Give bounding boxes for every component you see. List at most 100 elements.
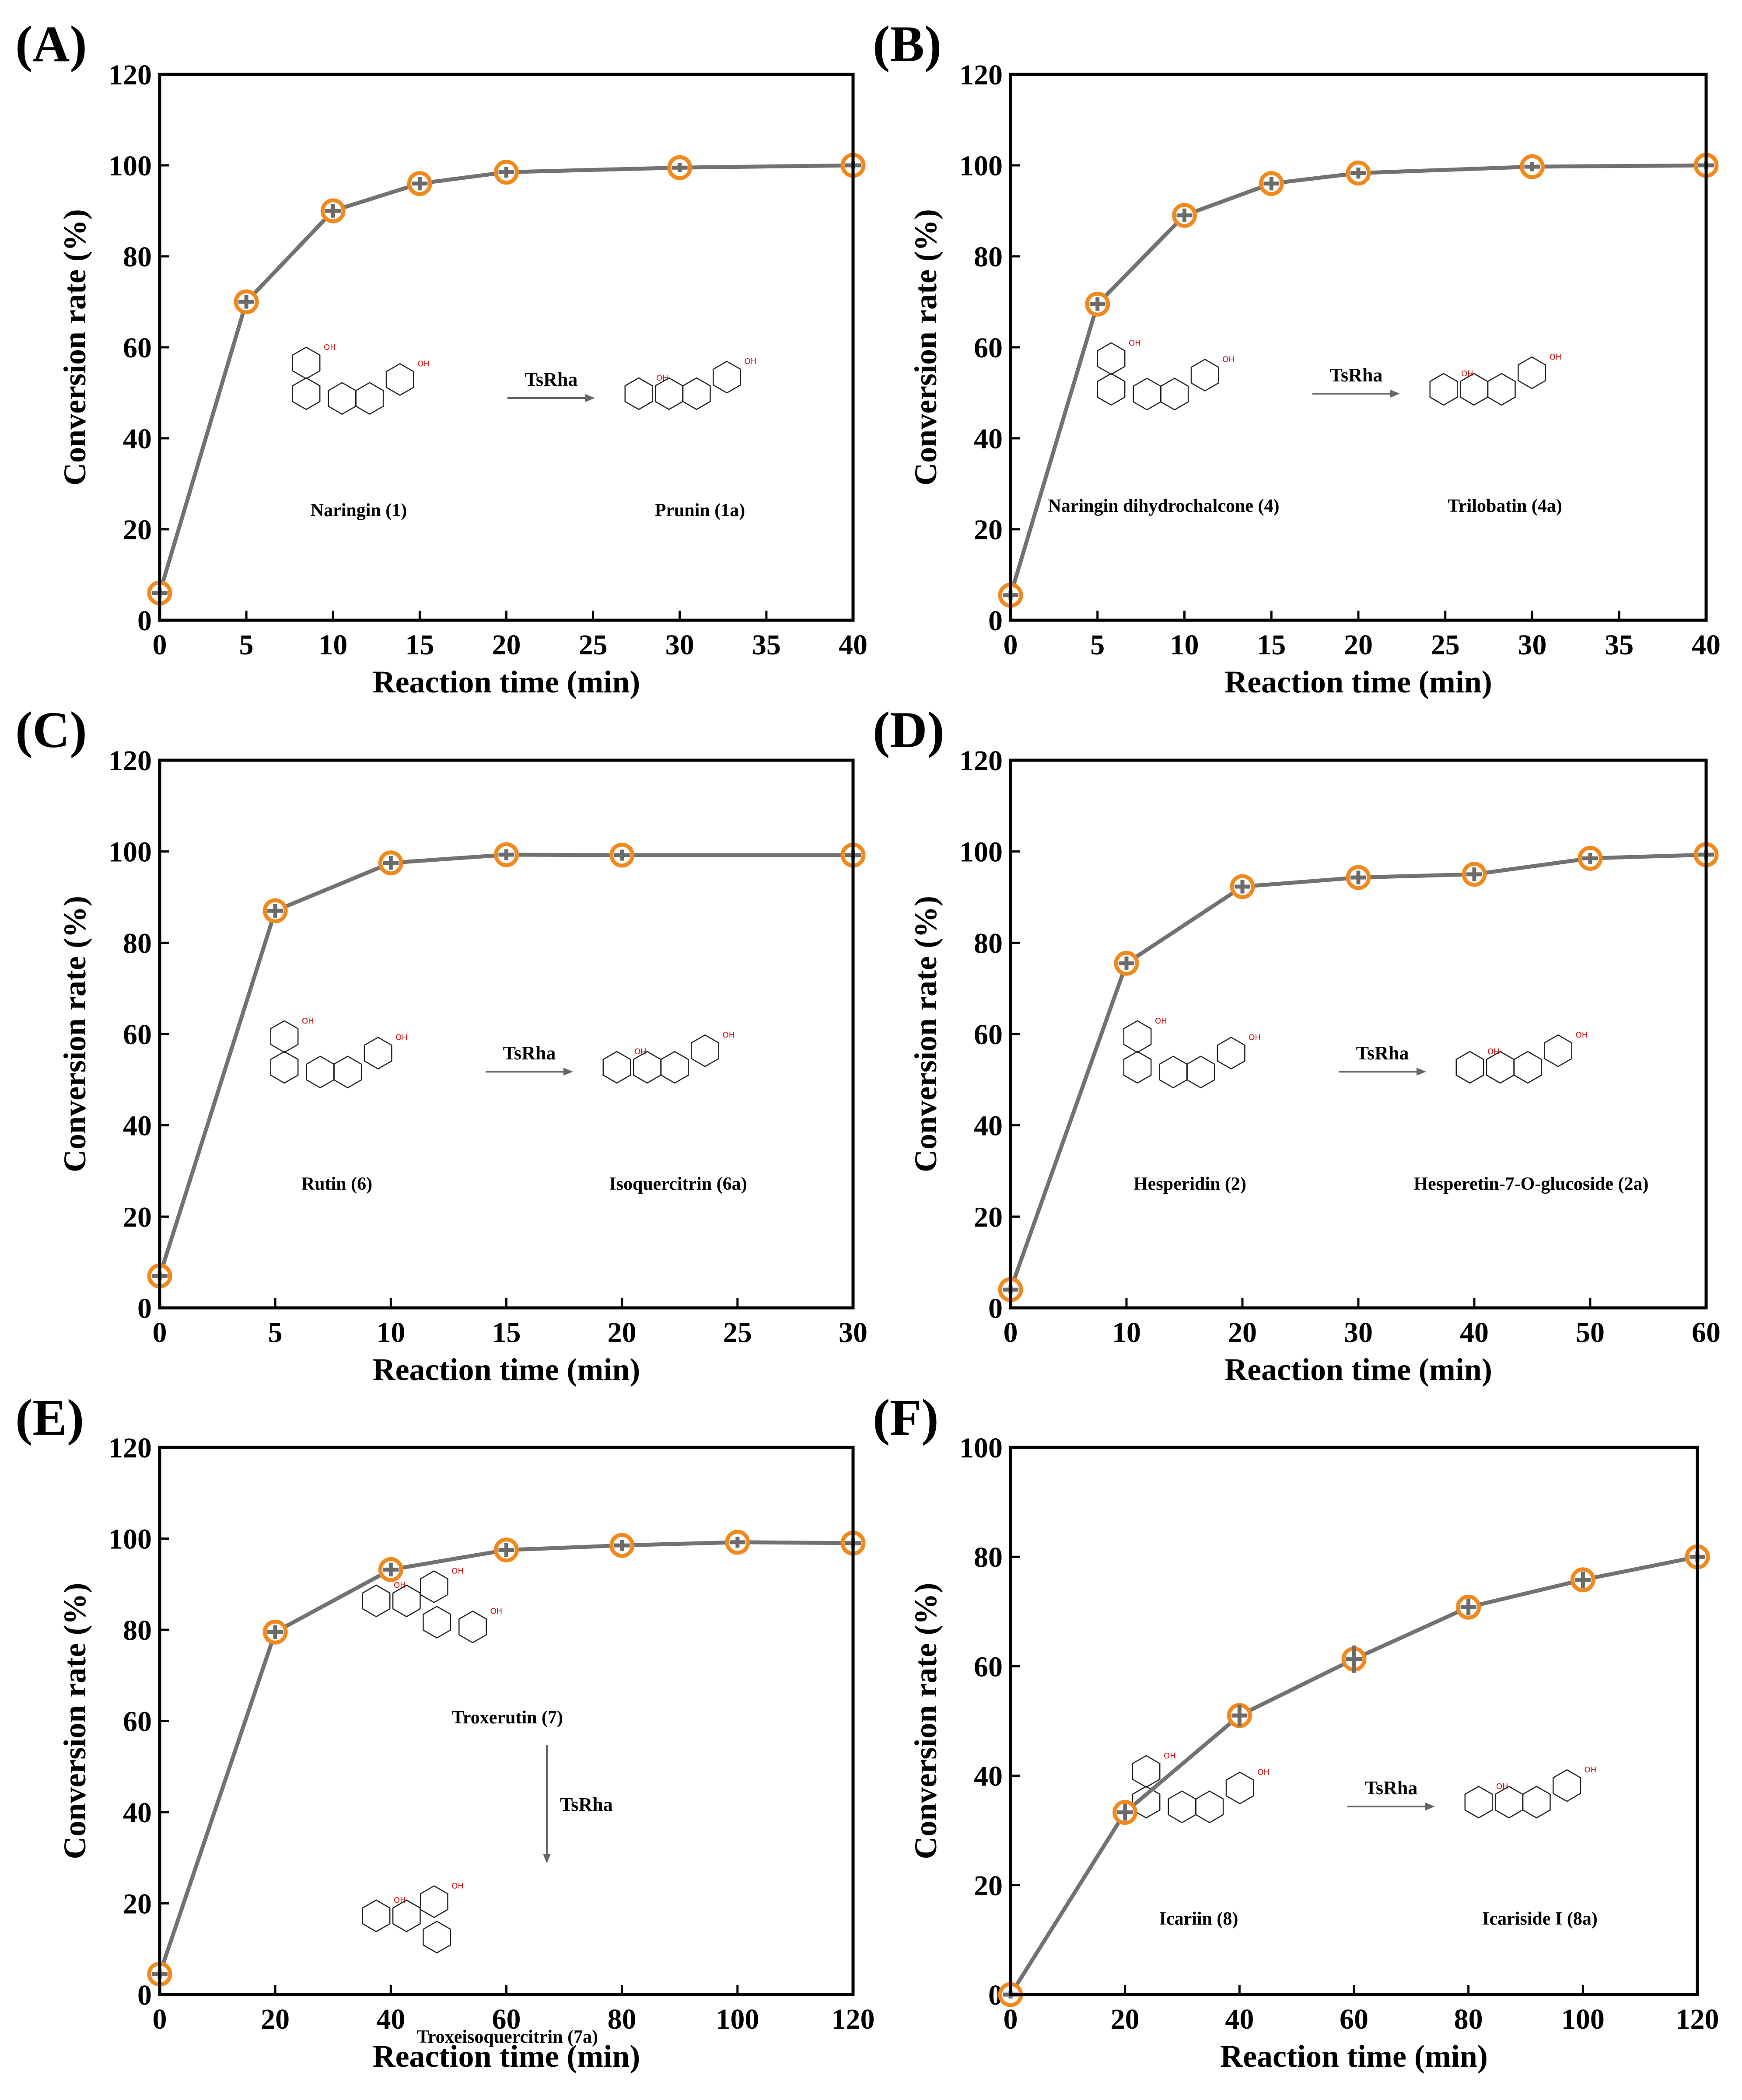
ring-bond <box>1225 1772 1254 1805</box>
data-point <box>667 155 693 180</box>
y-tick-label: 120 <box>108 59 152 91</box>
y-tick-label: 100 <box>108 836 152 868</box>
data-point <box>1462 862 1487 887</box>
y-tick-label: 80 <box>123 1614 152 1646</box>
plot-frame <box>158 73 855 622</box>
y-tick-label: 20 <box>974 1201 1003 1233</box>
ring-bond <box>1097 373 1126 406</box>
enzyme-label: TsRha <box>503 1042 556 1064</box>
hydroxyl-label: OH <box>1129 339 1141 348</box>
ring-bond <box>1186 1055 1215 1089</box>
series-line <box>157 1540 854 1975</box>
arrow-head-icon <box>585 394 595 402</box>
x-tick-label: 25 <box>723 1317 752 1349</box>
y-tick-label: 80 <box>123 241 152 273</box>
arrow-head-icon <box>1425 1803 1435 1810</box>
hydroxyl-label: OH <box>324 343 336 352</box>
hydroxyl-label: OH <box>417 360 430 369</box>
x-tick-label: 60 <box>1692 1317 1721 1349</box>
x-tick-label: 120 <box>1676 2003 1719 2035</box>
y-tick-label: 40 <box>123 1110 152 1142</box>
y-tick-label: 40 <box>974 1110 1003 1142</box>
x-axis-label: Reaction time (min) <box>1224 1352 1492 1387</box>
ring-bond <box>385 363 414 396</box>
data-point <box>320 198 346 224</box>
panel-a: (A) 0 5 10 15 20 25 30 35 40 0 20 40 60 80 100 120 Reacti… <box>15 15 868 699</box>
ring-bond <box>292 377 321 410</box>
ring-bond <box>713 360 742 394</box>
hydroxyl-label: OH <box>1585 1765 1597 1775</box>
y-axis-label: Conversion rate (%) <box>57 1583 92 1859</box>
data-point <box>234 289 259 314</box>
product-label: Icariside I (8a) <box>1482 1909 1598 1929</box>
data-point <box>1227 1703 1252 1728</box>
y-tick-label: 0 <box>137 1293 152 1324</box>
substrate-label: Icariin (8) <box>1159 1909 1238 1929</box>
ring-bond <box>1553 1769 1581 1802</box>
x-tick-label: 5 <box>239 629 254 661</box>
data-point <box>609 1533 635 1558</box>
y-tick-label: 0 <box>988 605 1003 637</box>
data-point <box>1341 1645 1367 1673</box>
ring-bond <box>1487 373 1516 406</box>
data-point <box>725 1530 750 1555</box>
ring-bond <box>682 377 711 410</box>
y-tick-label: 20 <box>974 514 1003 546</box>
substrate-label: Troxerutin (7) <box>452 1708 563 1728</box>
enzyme-label: TsRha <box>1365 1777 1418 1799</box>
substrate-label: Rutin (6) <box>301 1174 372 1194</box>
y-axis-label: Conversion rate (%) <box>57 209 92 486</box>
product-label: Troxeisoquercitrin (7a) <box>417 2027 598 2047</box>
ring-bond <box>458 1610 487 1643</box>
x-tick-label: 0 <box>153 629 167 661</box>
y-tick-label: 80 <box>974 927 1003 959</box>
x-tick-label: 10 <box>1112 1317 1141 1349</box>
ring-bond <box>1123 1020 1152 1053</box>
x-tick-label: 5 <box>1090 629 1105 661</box>
panel-label: (D) <box>873 701 944 758</box>
x-tick-label: 20 <box>1228 1317 1257 1349</box>
data-point <box>1085 291 1110 317</box>
y-tick-label: 120 <box>108 745 152 777</box>
enzyme-label: TsRha <box>525 369 578 390</box>
x-tick-label: 0 <box>1004 2003 1018 2035</box>
x-tick-label: 30 <box>1518 629 1547 661</box>
x-tick-label: 15 <box>1257 629 1286 661</box>
substrate-label: Hesperidin (2) <box>1133 1174 1246 1194</box>
data-point <box>378 1557 403 1582</box>
ring-bond <box>362 1584 391 1618</box>
substrate-structure: OH OH <box>270 1017 408 1089</box>
ring-bond <box>1464 1786 1493 1819</box>
x-tick-label: 20 <box>608 1317 637 1349</box>
x-tick-label: 35 <box>752 629 781 661</box>
data-point <box>262 898 288 923</box>
x-tick-label: 100 <box>1561 2003 1605 2035</box>
plot-frame <box>1009 1446 1699 1996</box>
y-tick-label: 20 <box>123 1201 152 1233</box>
y-tick-label: 60 <box>974 1019 1003 1051</box>
product-label: Hesperetin-7-O-glucoside (2a) <box>1414 1174 1649 1194</box>
y-tick-label: 80 <box>974 241 1003 273</box>
y-tick-label: 60 <box>123 332 152 364</box>
hydroxyl-label: OH <box>1222 355 1235 364</box>
x-tick-label: 10 <box>376 1317 405 1349</box>
x-tick-label: 60 <box>492 2003 521 2035</box>
y-tick-label: 80 <box>123 927 152 959</box>
x-tick-label: 25 <box>1431 629 1460 661</box>
ring-bond <box>691 1034 720 1067</box>
y-tick-label: 0 <box>988 1293 1003 1324</box>
y-tick-label: 0 <box>137 1979 152 2011</box>
y-tick-label: 40 <box>974 1761 1003 1793</box>
x-tick-label: 20 <box>261 2003 290 2035</box>
y-tick-label: 40 <box>974 423 1003 455</box>
data-point <box>407 171 432 196</box>
ring-bond <box>1195 1790 1224 1824</box>
x-tick-label: 15 <box>405 629 434 661</box>
substrate-label: Naringin dihydrochalcone (4) <box>1048 496 1280 516</box>
panel-label: (C) <box>15 701 87 758</box>
ring-bond <box>1513 1051 1542 1084</box>
